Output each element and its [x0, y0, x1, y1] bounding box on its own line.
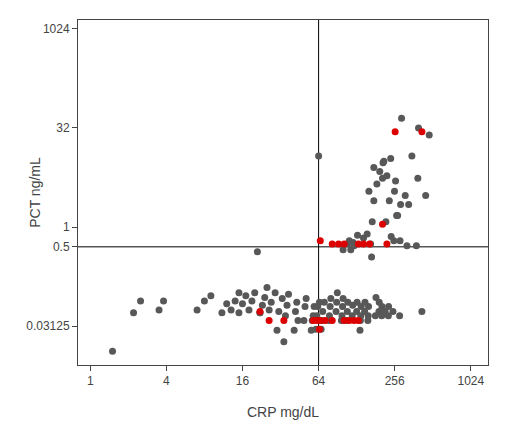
svg-text:4: 4: [163, 374, 170, 388]
svg-text:1: 1: [87, 374, 94, 388]
svg-text:1: 1: [63, 220, 70, 234]
svg-text:1024: 1024: [457, 374, 484, 388]
svg-text:PCT ng/mL: PCT ng/mL: [27, 157, 43, 228]
svg-text:256: 256: [385, 374, 405, 388]
svg-text:0.5: 0.5: [53, 240, 70, 254]
svg-text:64: 64: [312, 374, 326, 388]
svg-text:0.03125: 0.03125: [26, 319, 70, 333]
svg-text:16: 16: [236, 374, 250, 388]
svg-text:CRP mg/dL: CRP mg/dL: [247, 404, 319, 420]
svg-text:32: 32: [56, 121, 70, 135]
svg-text:1024: 1024: [43, 22, 70, 36]
